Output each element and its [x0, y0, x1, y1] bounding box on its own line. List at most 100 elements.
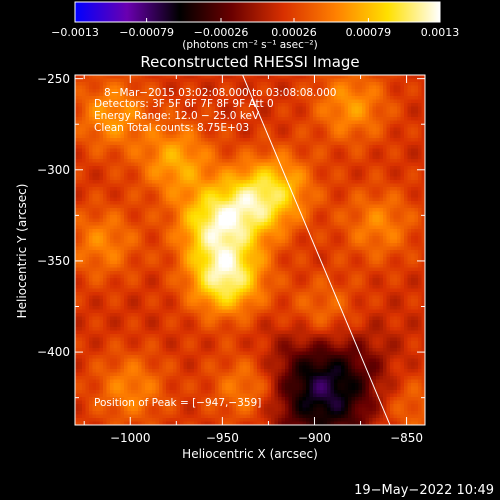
heatmap-cell [341, 215, 345, 219]
heatmap-cell [390, 197, 394, 202]
heatmap-cell [260, 232, 265, 237]
heatmap-cell [246, 131, 251, 135]
heatmap-cell [400, 218, 405, 223]
heatmap-cell [106, 103, 111, 107]
heatmap-cell [351, 117, 356, 121]
heatmap-cell [295, 232, 300, 237]
heatmap-cell [218, 194, 223, 198]
heatmap-cell [400, 204, 405, 209]
heatmap-cell [78, 246, 83, 251]
heatmap-cell [194, 78, 198, 83]
heatmap-cell [138, 215, 142, 219]
heatmap-cell [362, 78, 366, 83]
heatmap-cell [145, 106, 149, 111]
heatmap-cell [341, 127, 345, 132]
heatmap-cell [421, 155, 425, 160]
heatmap-cell [358, 246, 363, 251]
heatmap-cell [414, 131, 419, 135]
heatmap-cell [351, 138, 356, 142]
heatmap-cell [243, 201, 247, 205]
heatmap-cell [194, 92, 198, 97]
heatmap-cell [215, 236, 219, 240]
heatmap-cell [124, 243, 128, 247]
heatmap-cell [117, 187, 121, 191]
heatmap-cell [218, 138, 223, 142]
heatmap-cell [113, 138, 118, 142]
heatmap-cell [351, 169, 356, 174]
heatmap-cell [169, 201, 174, 205]
heatmap-cell [99, 187, 104, 191]
heatmap-cell [313, 218, 317, 223]
heatmap-cell [236, 152, 240, 156]
heatmap-cell [131, 92, 135, 97]
heatmap-cell [386, 141, 391, 146]
heatmap-cell [169, 169, 174, 174]
heatmap-cell [253, 89, 258, 93]
heatmap-cell [155, 141, 160, 146]
heatmap-cell [208, 194, 212, 198]
heatmap-cell [243, 183, 247, 188]
heatmap-cell [295, 222, 300, 226]
heatmap-cell [407, 99, 412, 104]
heatmap-cell [155, 204, 160, 209]
heatmap-cell [306, 117, 310, 121]
heatmap-cell [253, 110, 258, 114]
heatmap-cell [369, 229, 373, 233]
heatmap-cell [162, 183, 167, 188]
heatmap-cell [75, 113, 79, 118]
heatmap-cell [236, 85, 240, 90]
heatmap-cell [362, 134, 366, 139]
heatmap-cell [320, 169, 324, 174]
heatmap-cell [400, 99, 405, 104]
heatmap-cell [141, 117, 146, 121]
heatmap-cell [159, 162, 163, 167]
heatmap-cell [320, 211, 324, 216]
heatmap-cell [278, 110, 282, 114]
heatmap-cell [176, 113, 181, 118]
heatmap-cell [316, 183, 321, 188]
heatmap-cell [166, 113, 170, 118]
heatmap-cell [148, 246, 153, 251]
heatmap-cell [82, 113, 86, 118]
heatmap-cell [271, 243, 275, 247]
heatmap-cell [285, 246, 289, 251]
heatmap-cell [386, 187, 391, 191]
heatmap-cell [127, 99, 132, 104]
heatmap-cell [278, 169, 282, 174]
heatmap-cell [183, 176, 188, 181]
heatmap-cell [113, 204, 118, 209]
heatmap-cell [250, 82, 254, 86]
heatmap-cell [187, 197, 191, 202]
heatmap-cell [250, 201, 254, 205]
heatmap-cell [267, 152, 272, 156]
heatmap-cell [246, 162, 251, 167]
heatmap-cell [173, 239, 177, 244]
heatmap-cell [162, 148, 167, 153]
heatmap-cell [78, 166, 83, 170]
heatmap-cell [306, 99, 310, 104]
heatmap-cell [120, 211, 125, 216]
heatmap-cell [334, 211, 338, 216]
heatmap-cell [169, 243, 174, 247]
heatmap-cell [204, 183, 209, 188]
heatmap-cell [134, 89, 139, 93]
heatmap-cell [337, 183, 342, 188]
heatmap-cell [162, 243, 167, 247]
heatmap-cell [117, 239, 121, 244]
heatmap-cell [397, 106, 401, 111]
heatmap-cell [299, 106, 303, 111]
heatmap-cell [414, 169, 419, 174]
heatmap-cell [418, 239, 422, 244]
heatmap-cell [355, 201, 359, 205]
heatmap-cell [155, 166, 160, 170]
heatmap-cell [264, 117, 268, 121]
heatmap-cell [397, 82, 401, 86]
heatmap-cell [246, 134, 251, 139]
heatmap-cell [236, 183, 240, 188]
heatmap-cell [253, 106, 258, 111]
heatmap-cell [120, 194, 125, 198]
heatmap-cell [218, 113, 223, 118]
heatmap-cell [159, 180, 163, 184]
heatmap-cell [117, 246, 121, 251]
heatmap-cell [386, 229, 391, 233]
